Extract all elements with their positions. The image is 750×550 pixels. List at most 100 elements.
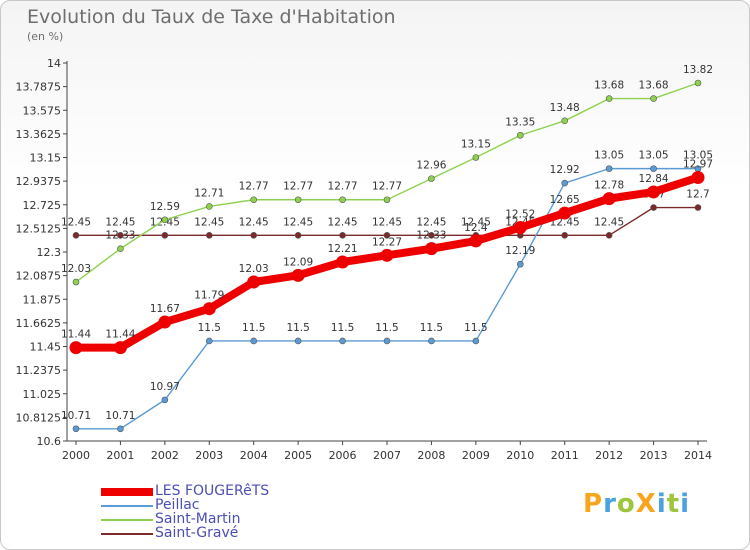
data-point <box>469 234 483 248</box>
x-tick-label: 2010 <box>506 449 534 462</box>
legend-swatch <box>101 488 153 496</box>
data-point <box>202 302 216 316</box>
y-tick-label: 10.6 <box>37 435 62 448</box>
data-label: 11.44 <box>61 329 91 341</box>
y-tick-label: 14 <box>47 57 61 70</box>
legend-swatch <box>101 533 153 535</box>
data-point <box>428 337 435 345</box>
data-label: 12.97 <box>683 159 713 171</box>
chart-subtitle: (en %) <box>27 30 64 43</box>
data-point <box>250 196 258 204</box>
data-label: 13.48 <box>550 102 580 114</box>
data-label: 12.7 <box>686 189 709 201</box>
data-label: 12.03 <box>61 263 91 275</box>
data-label: 11.44 <box>105 329 135 341</box>
data-label: 12.77 <box>328 181 358 193</box>
data-label: 12.45 <box>239 216 269 228</box>
data-point <box>72 278 80 286</box>
data-point <box>72 425 80 433</box>
y-tick-label: 12.3 <box>37 246 62 259</box>
logo-letter: X <box>635 489 657 519</box>
data-point <box>428 175 435 182</box>
data-point <box>339 196 346 204</box>
data-point <box>561 117 569 125</box>
data-point <box>605 165 613 172</box>
data-label: 10.71 <box>105 410 135 422</box>
data-point <box>516 260 524 268</box>
data-point <box>472 337 480 345</box>
y-tick-label: 11.6625 <box>16 317 62 330</box>
y-tick-label: 11.45 <box>30 341 62 354</box>
y-tick-label: 11.875 <box>23 293 62 306</box>
logo-letter: r <box>603 489 617 519</box>
y-tick-label: 11.025 <box>23 388 62 401</box>
data-label: 11.67 <box>150 303 180 315</box>
data-label: 12.33 <box>105 230 135 242</box>
data-label: 12.45 <box>194 216 224 228</box>
data-point <box>247 275 261 289</box>
legend-swatch <box>101 519 153 521</box>
data-point <box>294 337 302 345</box>
data-point <box>561 179 569 187</box>
x-tick-label: 2013 <box>640 449 668 462</box>
data-point <box>161 232 169 239</box>
y-tick-label: 13.15 <box>30 152 62 165</box>
data-label: 11.5 <box>331 322 354 334</box>
logo-letter: i <box>656 489 667 519</box>
data-label: 12.4 <box>464 222 488 234</box>
data-label: 11.5 <box>286 322 309 334</box>
data-label: 12.77 <box>239 181 269 193</box>
data-label: 12.71 <box>194 187 224 199</box>
data-point <box>291 268 305 282</box>
data-label: 13.68 <box>594 80 624 92</box>
data-label: 13.05 <box>639 150 669 162</box>
data-point <box>205 232 213 239</box>
x-tick-label: 2009 <box>462 449 490 462</box>
data-label: 12.45 <box>61 216 91 228</box>
data-point <box>424 242 438 256</box>
y-tick-label: 12.0875 <box>16 270 62 283</box>
data-label: 11.5 <box>198 322 221 334</box>
data-point <box>117 232 124 239</box>
data-label: 11.5 <box>420 322 443 334</box>
data-point <box>428 232 435 239</box>
series-les-fouger-ts: 11.44 11.44 11.67 11.79 12.03 12.09 12.21 12.27… <box>61 159 713 355</box>
data-label: 13.68 <box>639 80 669 92</box>
data-point <box>205 337 213 345</box>
data-label: 12.19 <box>505 245 535 257</box>
data-label: 13.15 <box>461 139 491 151</box>
proxiti-logo: ProXiti <box>583 489 690 519</box>
x-tick-label: 2011 <box>551 449 579 462</box>
data-point <box>472 154 480 161</box>
data-label: 12.77 <box>283 181 313 193</box>
data-point <box>113 341 127 355</box>
data-point <box>605 232 613 239</box>
data-point <box>339 337 346 345</box>
x-tick-label: 2002 <box>151 449 179 462</box>
x-tick-label: 2012 <box>595 449 623 462</box>
x-tick-label: 2008 <box>417 449 445 462</box>
data-label: 12.45 <box>416 216 446 228</box>
data-label: 12.33 <box>416 230 446 242</box>
data-label: 12.77 <box>372 181 402 193</box>
logo-letter: P <box>583 489 604 519</box>
data-label: 12.03 <box>239 263 269 275</box>
legend-label: Saint-Gravé <box>155 525 239 541</box>
data-label: 12.84 <box>639 173 669 185</box>
chart-title: Evolution du Taux de Taxe d'Habitation <box>27 6 396 28</box>
data-point <box>250 232 258 239</box>
y-tick-label: 12.9375 <box>16 175 62 188</box>
x-tick-label: 2005 <box>284 449 312 462</box>
data-point <box>694 79 702 87</box>
legend-label: Peillac <box>155 497 200 513</box>
data-label: 12.45 <box>372 216 402 228</box>
data-point <box>205 203 213 210</box>
data-label: 12.96 <box>416 160 446 172</box>
data-label: 12.92 <box>550 164 580 176</box>
x-tick-label: 2000 <box>62 449 90 462</box>
data-point <box>650 204 657 211</box>
data-point <box>117 245 124 252</box>
data-label: 11.5 <box>375 322 398 334</box>
